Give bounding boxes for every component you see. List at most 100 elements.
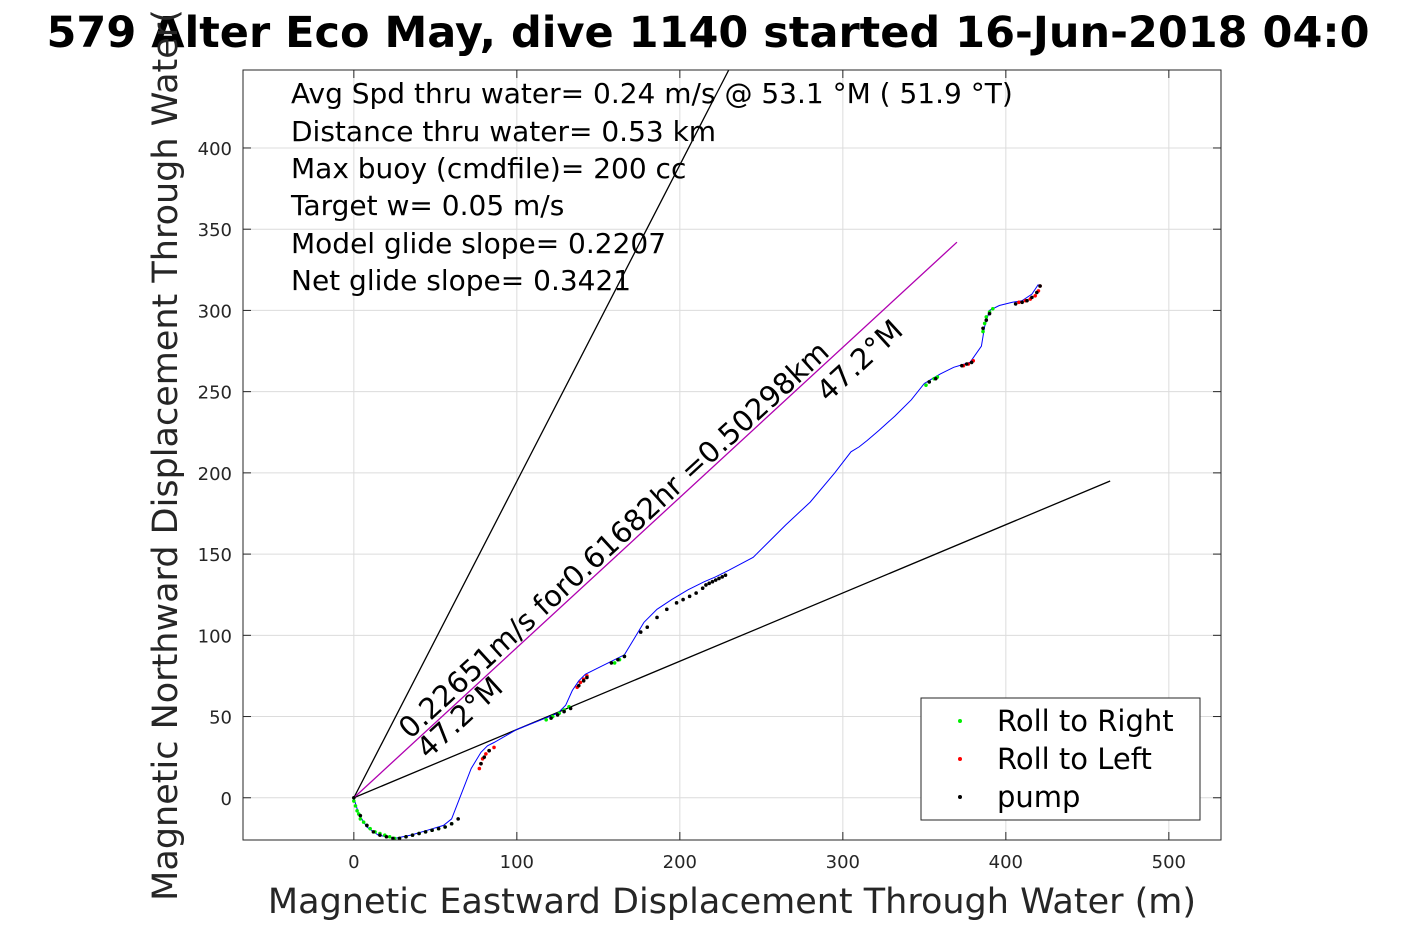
pump-point	[456, 817, 460, 821]
legend-marker-pump	[958, 795, 962, 799]
pump-point	[1013, 302, 1018, 306]
x-axis-label: Magnetic Eastward Displacement Through W…	[268, 882, 1196, 922]
pump-point	[713, 578, 718, 582]
legend: Roll to Right Roll to Left pump	[920, 697, 1201, 821]
pump-point	[423, 830, 428, 834]
legend-label-roll-left: Roll to Left	[997, 742, 1152, 776]
pump-point	[487, 748, 491, 753]
track-line	[353, 284, 1039, 839]
pump-point	[655, 615, 659, 620]
pump-point	[1038, 284, 1042, 288]
pump-point	[562, 709, 566, 714]
roll-right-point	[544, 717, 548, 722]
pump-point	[479, 761, 483, 766]
roll-left-point	[492, 745, 496, 750]
along-track-label: 0.22651m/s for0.61682hr =0.50298km	[392, 334, 836, 745]
pump-point	[960, 363, 964, 368]
roll-left-point	[484, 752, 488, 756]
pump-point	[694, 591, 698, 595]
pump-point	[352, 795, 356, 800]
y-axis-label: Magnetic Northward Displacement Through …	[146, 9, 186, 901]
x-tick-label: 500	[1152, 852, 1186, 873]
pump-point	[568, 706, 573, 711]
roll-right-point	[991, 306, 995, 311]
pump-point	[371, 830, 376, 834]
pump-point	[391, 836, 395, 841]
pump-point	[404, 834, 408, 839]
roll-right-point	[353, 804, 358, 808]
x-tick-label: 100	[500, 852, 534, 873]
data-points	[352, 284, 1042, 841]
pump-point	[417, 831, 421, 836]
roll-left-point	[1017, 300, 1021, 305]
plot-frame	[242, 69, 1222, 841]
stats-annotations: Avg Spd thru water= 0.24 m/s @ 53.1 °M (…	[290, 77, 1013, 297]
roll-right-point	[387, 834, 392, 839]
glide-cone-lower-line	[353, 480, 1111, 799]
pump-point	[964, 362, 969, 366]
pump-point	[616, 657, 620, 662]
roll-left-point	[578, 680, 583, 685]
pump-point	[674, 601, 679, 605]
legend-box	[920, 697, 1201, 821]
roll-left-point	[477, 766, 482, 771]
glide-cone-upper-line	[353, 69, 730, 799]
pump-point	[933, 376, 938, 381]
pump-point	[585, 675, 589, 680]
roll-right-point	[361, 820, 366, 824]
annotation-model-glide-slope: Model glide slope= 0.2207	[291, 227, 666, 260]
pump-point	[1020, 300, 1024, 305]
pump-point	[984, 318, 989, 322]
x-tick-label: 0	[348, 852, 359, 873]
pump-point	[436, 826, 441, 831]
pump-point	[482, 755, 487, 759]
pump-point	[700, 586, 705, 591]
roll-right-point	[355, 808, 359, 813]
pump-point	[710, 579, 715, 584]
roll-right-point	[981, 329, 985, 334]
roll-right-point	[984, 315, 989, 319]
pump-point	[969, 360, 974, 365]
pump-point	[987, 311, 992, 316]
chart-title: 579 Alter Eco May, dive 1140 started 16-…	[46, 8, 1369, 58]
grid-lines	[243, 70, 1221, 840]
y-tick-label: 150	[198, 545, 232, 566]
pump-point	[622, 654, 627, 659]
pump-point	[549, 716, 553, 720]
annotation-max-buoy: Max buoy (cmdfile)= 200 cc	[291, 152, 686, 185]
roll-right-point	[612, 661, 617, 665]
pump-point	[720, 575, 725, 579]
roll-left-point	[1033, 294, 1037, 298]
heading-line	[353, 241, 958, 799]
pump-point	[645, 625, 650, 629]
pump-point	[576, 683, 581, 688]
pump-point	[927, 380, 932, 384]
pump-point	[704, 583, 708, 587]
roll-right-point	[924, 383, 928, 387]
pump-point	[1035, 290, 1039, 295]
pump-point	[707, 581, 711, 586]
pump-point	[1025, 298, 1029, 303]
pump-point	[443, 825, 447, 829]
glider-track	[353, 284, 1039, 839]
pump-point	[449, 821, 454, 826]
y-tick-label: 0	[221, 789, 232, 810]
pump-point	[681, 597, 685, 602]
x-tick-label: 400	[989, 852, 1023, 873]
pump-point	[555, 713, 560, 717]
roll-right-point	[358, 817, 363, 821]
y-tick-label: 350	[198, 220, 232, 241]
pump-point	[410, 833, 415, 837]
pump-point	[358, 813, 363, 818]
legend-label-pump: pump	[997, 780, 1080, 814]
pump-point	[430, 828, 434, 833]
roll-right-point	[368, 826, 372, 831]
annotation-distance: Distance thru water= 0.53 km	[291, 115, 716, 148]
pump-point	[378, 833, 382, 837]
pump-point	[723, 573, 728, 578]
annotation-avg-speed: Avg Spd thru water= 0.24 m/s @ 53.1 °M (…	[291, 77, 1013, 110]
pump-point	[581, 679, 586, 683]
annotation-target-w: Target w= 0.05 m/s	[290, 189, 564, 222]
pump-point	[665, 607, 669, 612]
